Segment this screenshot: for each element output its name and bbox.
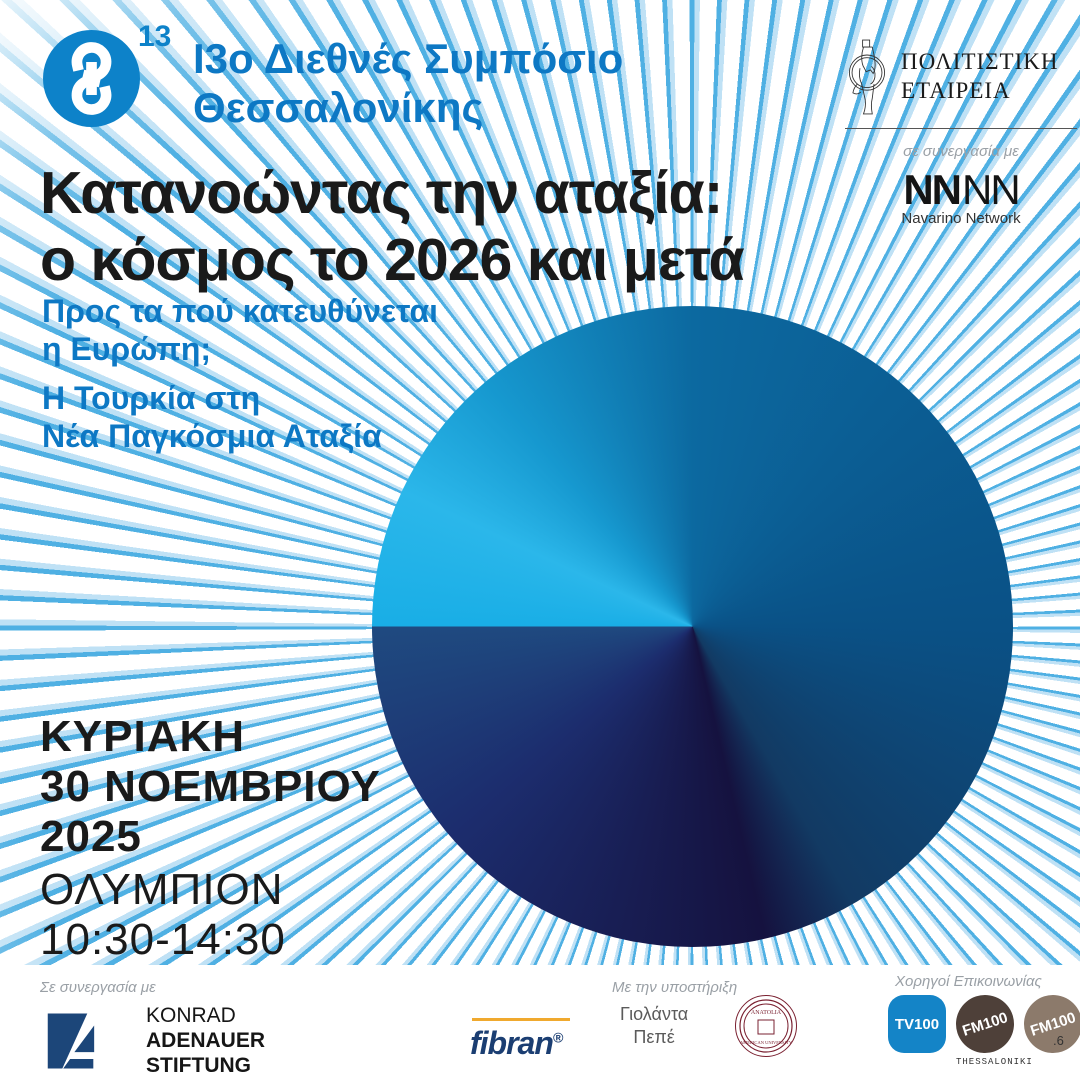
- svg-text:AMERICAN UNIVERSITY: AMERICAN UNIVERSITY: [740, 1040, 793, 1045]
- svg-text:ANATOLIA: ANATOLIA: [751, 1010, 782, 1016]
